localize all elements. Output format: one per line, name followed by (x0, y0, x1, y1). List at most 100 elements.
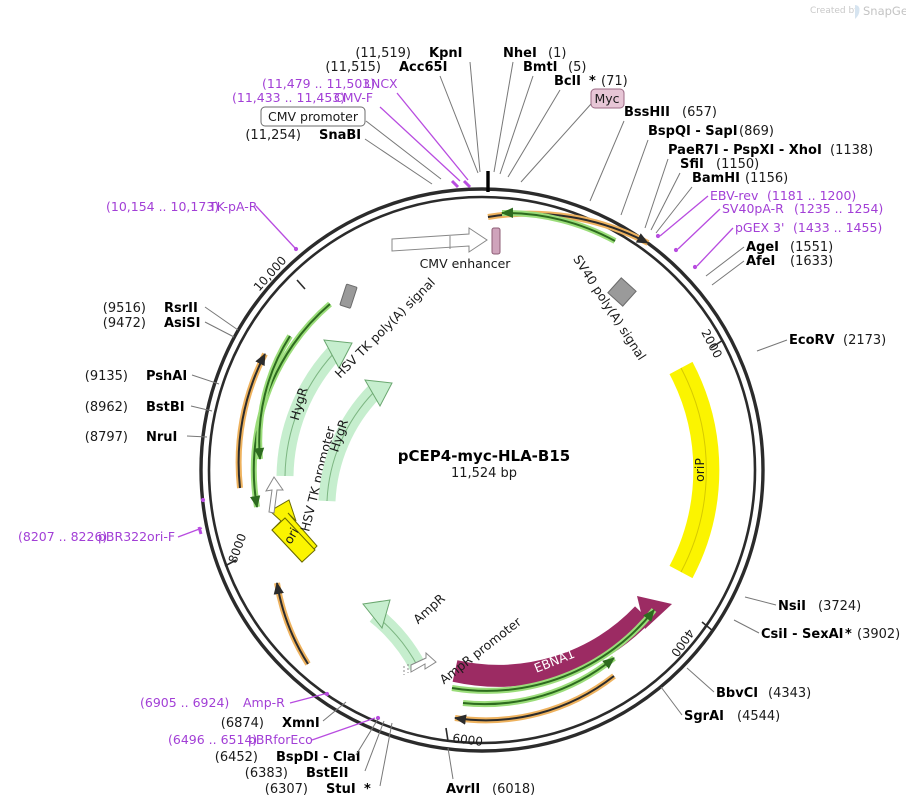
primer-label-pbrforeco[interactable]: (6496 .. 6514) pBRforEco (168, 717, 376, 747)
primer-range: (1235 .. 1254) (794, 201, 883, 216)
snapgene-logo-icon (855, 5, 860, 19)
enzyme-label-xmni[interactable]: (6874) XmnI (221, 701, 347, 731)
enzyme-name: NruI (146, 430, 177, 445)
enzyme-position: (2173) (843, 333, 886, 348)
primer-label-ebv-rev[interactable]: EBV-rev (1181 .. 1200) (659, 188, 856, 237)
enzyme-label-csii-sexai[interactable]: CsiI - SexAI * (3902) (733, 619, 900, 642)
watermark-brand: SnapGene (863, 4, 906, 18)
primer-name: TK-pA-R (208, 199, 258, 214)
enzyme-label-bcli[interactable]: BclI * (71) (507, 74, 628, 178)
enzyme-label-stui[interactable]: (6307) StuI * (265, 722, 393, 797)
primer-label-cmv-f[interactable]: (11,433 .. 11,453) CMV-F (232, 90, 461, 189)
enzyme-label-acc65i[interactable]: (11,515) Acc65I (325, 60, 479, 174)
enzyme-name: XmnI (282, 716, 320, 731)
enzyme-name: BspQI - SapI (648, 124, 738, 139)
enzyme-name: KpnI (429, 46, 462, 61)
snapgene-watermark: Created by SnapGene (810, 4, 906, 19)
enzyme-label-afei[interactable]: AfeI (1633) (711, 254, 833, 286)
feature-label-myc[interactable]: Myc (520, 88, 625, 183)
enzyme-label-avrii[interactable]: AvrII (6018) (446, 747, 535, 797)
enzyme-label-paer7i-pspxi-xhoi[interactable]: PaeR7I - PspXI - XhoI (1138) (644, 143, 873, 229)
feature-name: ori (281, 525, 302, 547)
feature-name: SV40 poly(A) signal (570, 252, 649, 363)
primer-label-pbr322ori-f[interactable]: (8207 .. 8226) pBR322ori-F (18, 526, 203, 544)
enzyme-name: AsiSI (164, 316, 200, 331)
primer-range: (11,433 .. 11,453) (232, 90, 345, 105)
tick-2000: 2000 (698, 327, 725, 361)
enzyme-label-nsii[interactable]: NsiI (3724) (744, 596, 861, 614)
enzyme-label-bspqi-sapi[interactable]: BspQI - SapI (869) (620, 124, 774, 216)
enzyme-position: (6874) (221, 716, 264, 731)
feature-name: CMV promoter (268, 109, 359, 124)
feature-hsv-tk-polya-signal[interactable]: HSV TK poly(A) signal (332, 275, 438, 381)
enzyme-name: BbvCI (716, 686, 758, 701)
feature-ori[interactable]: ori (269, 499, 318, 563)
enzyme-label-nrui[interactable]: (8797) NruI (85, 430, 208, 445)
primer-label-tk-pa-r[interactable]: (10,154 .. 10,173) TK-pA-R (106, 199, 296, 249)
enzyme-name: BmtI (523, 60, 558, 75)
enzyme-label-bsshii[interactable]: BssHII (657) (589, 105, 717, 202)
feature-label-cmv-promoter[interactable]: CMV promoter (260, 106, 442, 180)
enzyme-position: (1156) (745, 171, 788, 186)
feature-sv40-polya-signal[interactable]: SV40 poly(A) signal (570, 252, 649, 363)
primer-name: pGEX 3' (735, 220, 784, 235)
feature-orip[interactable]: oriP (669, 361, 720, 579)
enzyme-position: (657) (682, 105, 717, 120)
enzyme-label-bstеii[interactable]: (6383) BstEII (245, 720, 385, 781)
enzyme-position: (8962) (85, 400, 128, 415)
enzyme-name: NheI (503, 46, 537, 61)
enzyme-label-bmti[interactable]: BmtI (5) (499, 60, 586, 175)
enzyme-position: (4343) (768, 686, 811, 701)
top-primer-arcs (487, 207, 650, 246)
enzyme-label-bbvci[interactable]: BbvCI (4343) (686, 667, 811, 701)
enzyme-name: RsrII (164, 301, 198, 316)
enzyme-label-asisi[interactable]: (9472) AsiSI (103, 316, 235, 338)
feature-hygr-2[interactable]: HygR (318, 379, 393, 502)
enzyme-label-nhei[interactable]: NheI (1) (493, 46, 566, 173)
left-primer-arcs (235, 301, 332, 666)
enzyme-position: (9135) (85, 369, 128, 384)
feature-name: oriP (692, 458, 707, 482)
enzyme-name: SfiI (680, 157, 704, 172)
enzyme-position: (11,515) (325, 60, 381, 75)
enzyme-name: SgrAI (684, 709, 724, 724)
enzyme-position: (6452) (215, 750, 258, 765)
primer-label-sv40pa-r[interactable]: SV40pA-R (1235 .. 1254) (677, 201, 883, 250)
tick-8000: 8000 (224, 532, 249, 567)
enzyme-label-kpni[interactable]: (11,519) KpnI (355, 46, 481, 173)
primer-name: CMV-F (334, 90, 373, 105)
primer-label-lncx[interactable]: (11,479 .. 11,503) LNCX (262, 76, 472, 189)
enzyme-label-rsrii[interactable]: (9516) RsrII (103, 301, 239, 331)
feature-ampr[interactable]: AmpR (362, 590, 448, 672)
primer-name: pBR322ori-F (98, 529, 175, 544)
enzyme-name: BstEII (306, 766, 348, 781)
enzyme-label-bstbi[interactable]: (8962) BstBI (85, 400, 213, 415)
enzyme-name: AgeI (746, 240, 779, 255)
enzyme-name: CsiI - SexAI (761, 627, 843, 642)
enzyme-label-ecorv[interactable]: EcoRV (2173) (756, 333, 886, 352)
ebna1-green-primer-arrows (451, 608, 657, 725)
enzyme-position: (4544) (737, 709, 780, 724)
enzyme-name: PaeR7I - PspXI - XhoI (668, 143, 822, 158)
enzyme-name: BstBI (146, 400, 185, 415)
enzyme-label-bspdi-clai[interactable]: (6452) BspDI - ClaI (215, 718, 379, 765)
tick-label: 6000 (452, 731, 484, 749)
enzyme-label-bamhi[interactable]: BamHI (1156) (655, 171, 788, 234)
enzyme-label-agei[interactable]: AgeI (1551) (705, 240, 833, 277)
enzyme-position: (1633) (790, 254, 833, 269)
enzyme-name: AfeI (746, 254, 775, 269)
enzyme-name: StuI (326, 782, 356, 797)
primer-label-pgex-3[interactable]: pGEX 3' (1433 .. 1455) (696, 220, 882, 267)
enzyme-position: (3724) (818, 599, 861, 614)
enzyme-label-sfii[interactable]: SfiI (1150) (650, 157, 759, 231)
enzyme-label-sgrai[interactable]: SgrAI (4544) (660, 686, 780, 724)
enzyme-label-snabi[interactable]: (11,254) SnaBI (245, 128, 433, 185)
feature-hygr-1[interactable]: HygR (276, 339, 353, 477)
primer-label-amp-r[interactable]: (6905 .. 6924) Amp-R (140, 692, 329, 710)
primer-name: Amp-R (243, 695, 285, 710)
enzyme-position: (6383) (245, 766, 288, 781)
enzyme-label-pshai[interactable]: (9135) PshAI (85, 369, 220, 385)
feature-cmv-enhancer[interactable]: CMV enhancer (391, 227, 511, 271)
feature-name: AmpR (410, 590, 448, 626)
